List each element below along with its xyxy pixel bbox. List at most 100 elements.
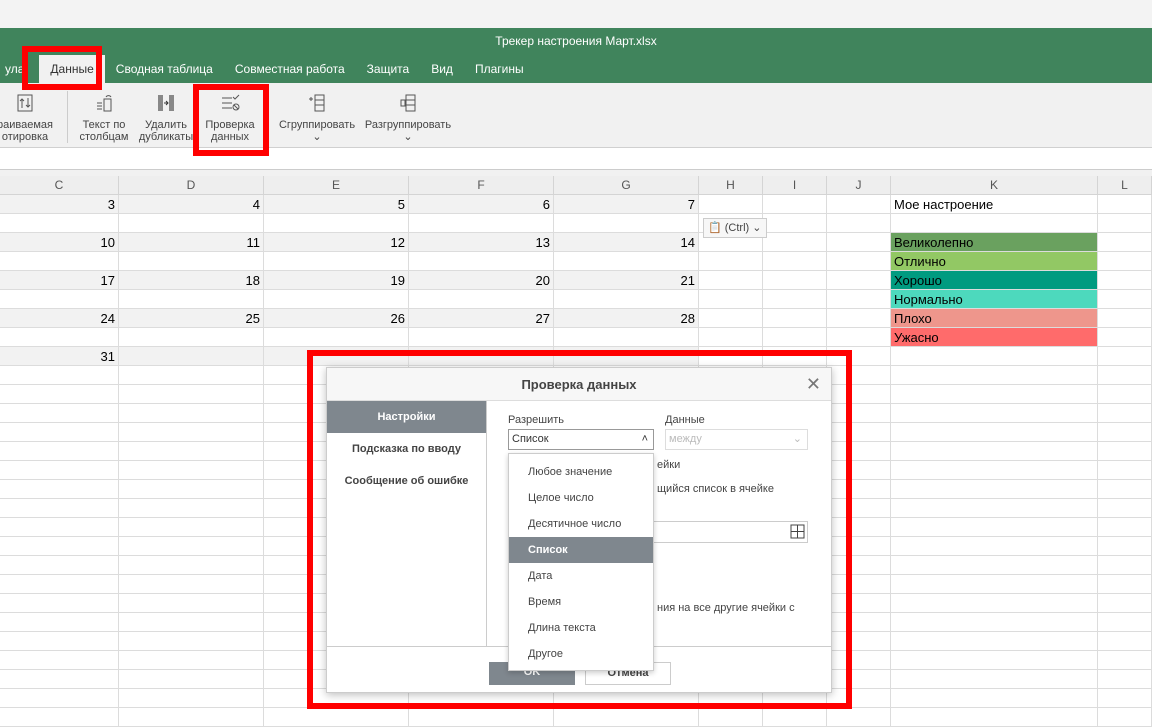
- cell[interactable]: [0, 499, 119, 518]
- option-item[interactable]: Список: [509, 537, 653, 563]
- range-select-icon[interactable]: [790, 524, 805, 546]
- option-item[interactable]: Другое: [528, 648, 563, 660]
- cell[interactable]: 10: [0, 233, 119, 252]
- cell[interactable]: [1098, 442, 1152, 461]
- cell[interactable]: [699, 195, 763, 214]
- cell[interactable]: [409, 214, 554, 233]
- cell[interactable]: [827, 708, 891, 727]
- cell[interactable]: [827, 594, 891, 613]
- tab-0[interactable]: ула: [5, 62, 25, 76]
- cell[interactable]: [119, 556, 264, 575]
- tab-input-message[interactable]: Подсказка по вводу: [352, 443, 461, 455]
- cell[interactable]: [0, 366, 119, 385]
- cell[interactable]: [1098, 537, 1152, 556]
- cell[interactable]: [827, 271, 891, 290]
- cell[interactable]: [119, 708, 264, 727]
- cell[interactable]: [0, 290, 119, 309]
- cell[interactable]: [699, 347, 763, 366]
- cell[interactable]: [554, 252, 699, 271]
- cell[interactable]: 31: [0, 347, 119, 366]
- cell[interactable]: [1098, 290, 1152, 309]
- cell[interactable]: Мое настроение: [891, 195, 1098, 214]
- cell[interactable]: [119, 328, 264, 347]
- cell[interactable]: [891, 556, 1098, 575]
- cell[interactable]: [1098, 461, 1152, 480]
- cell[interactable]: [827, 309, 891, 328]
- cell[interactable]: [1098, 214, 1152, 233]
- cell[interactable]: [699, 233, 763, 252]
- cell[interactable]: [891, 366, 1098, 385]
- cell[interactable]: [1098, 708, 1152, 727]
- cell[interactable]: [119, 347, 264, 366]
- cell[interactable]: [699, 271, 763, 290]
- cell[interactable]: [891, 442, 1098, 461]
- cell[interactable]: [264, 214, 409, 233]
- cell[interactable]: [827, 195, 891, 214]
- cell[interactable]: [891, 537, 1098, 556]
- cell[interactable]: [827, 290, 891, 309]
- mood-item[interactable]: Отлично: [891, 252, 1098, 271]
- column-header-H[interactable]: H: [699, 176, 763, 195]
- cell[interactable]: [1098, 347, 1152, 366]
- custom-sort-button[interactable]: раиваемая отировка: [0, 93, 58, 143]
- allow-select[interactable]: Список ˄: [508, 429, 654, 450]
- cell[interactable]: [1098, 252, 1152, 271]
- cell[interactable]: [763, 309, 827, 328]
- cell[interactable]: [891, 499, 1098, 518]
- cell[interactable]: 28: [554, 309, 699, 328]
- cell[interactable]: [827, 233, 891, 252]
- group-button[interactable]: Сгруппировать ⌄: [276, 93, 358, 143]
- cell[interactable]: [827, 328, 891, 347]
- cell[interactable]: [827, 214, 891, 233]
- cell[interactable]: [119, 537, 264, 556]
- cell[interactable]: [827, 670, 891, 689]
- cell[interactable]: [119, 252, 264, 271]
- mood-item[interactable]: Хорошо: [891, 271, 1098, 290]
- cell[interactable]: [891, 480, 1098, 499]
- cell[interactable]: [409, 252, 554, 271]
- cell[interactable]: [1098, 404, 1152, 423]
- cell[interactable]: [119, 385, 264, 404]
- cell[interactable]: [119, 480, 264, 499]
- option-item[interactable]: Целое число: [528, 492, 594, 504]
- cell[interactable]: [763, 708, 827, 727]
- cell[interactable]: [409, 290, 554, 309]
- cell[interactable]: [1098, 480, 1152, 499]
- cell[interactable]: [0, 537, 119, 556]
- cell[interactable]: [119, 404, 264, 423]
- cell[interactable]: [891, 632, 1098, 651]
- cell[interactable]: [1098, 518, 1152, 537]
- option-item[interactable]: Любое значение: [528, 466, 613, 478]
- cell[interactable]: [119, 214, 264, 233]
- cell[interactable]: [891, 575, 1098, 594]
- cell[interactable]: [827, 613, 891, 632]
- cell[interactable]: [0, 518, 119, 537]
- cell[interactable]: [699, 309, 763, 328]
- cell[interactable]: [1098, 271, 1152, 290]
- cell[interactable]: [1098, 328, 1152, 347]
- cell[interactable]: [554, 708, 699, 727]
- cell[interactable]: [0, 480, 119, 499]
- cell[interactable]: [554, 290, 699, 309]
- cell[interactable]: [891, 423, 1098, 442]
- column-header-E[interactable]: E: [264, 176, 409, 195]
- cell[interactable]: [119, 499, 264, 518]
- mood-item[interactable]: Нормально: [891, 290, 1098, 309]
- option-item[interactable]: Десятичное число: [528, 518, 622, 530]
- close-icon[interactable]: ✕: [805, 374, 821, 394]
- cell[interactable]: 27: [409, 309, 554, 328]
- cell[interactable]: [0, 404, 119, 423]
- cell[interactable]: [0, 385, 119, 404]
- cell[interactable]: [554, 328, 699, 347]
- cell[interactable]: [763, 328, 827, 347]
- cell[interactable]: [264, 252, 409, 271]
- cell[interactable]: [1098, 689, 1152, 708]
- cell[interactable]: [827, 575, 891, 594]
- cell[interactable]: [1098, 499, 1152, 518]
- paste-options-button[interactable]: 📋 (Ctrl) ⌄: [703, 218, 767, 238]
- cell[interactable]: [827, 461, 891, 480]
- cell[interactable]: [827, 632, 891, 651]
- cell[interactable]: [119, 632, 264, 651]
- cell[interactable]: [699, 708, 763, 727]
- column-header-I[interactable]: I: [763, 176, 827, 195]
